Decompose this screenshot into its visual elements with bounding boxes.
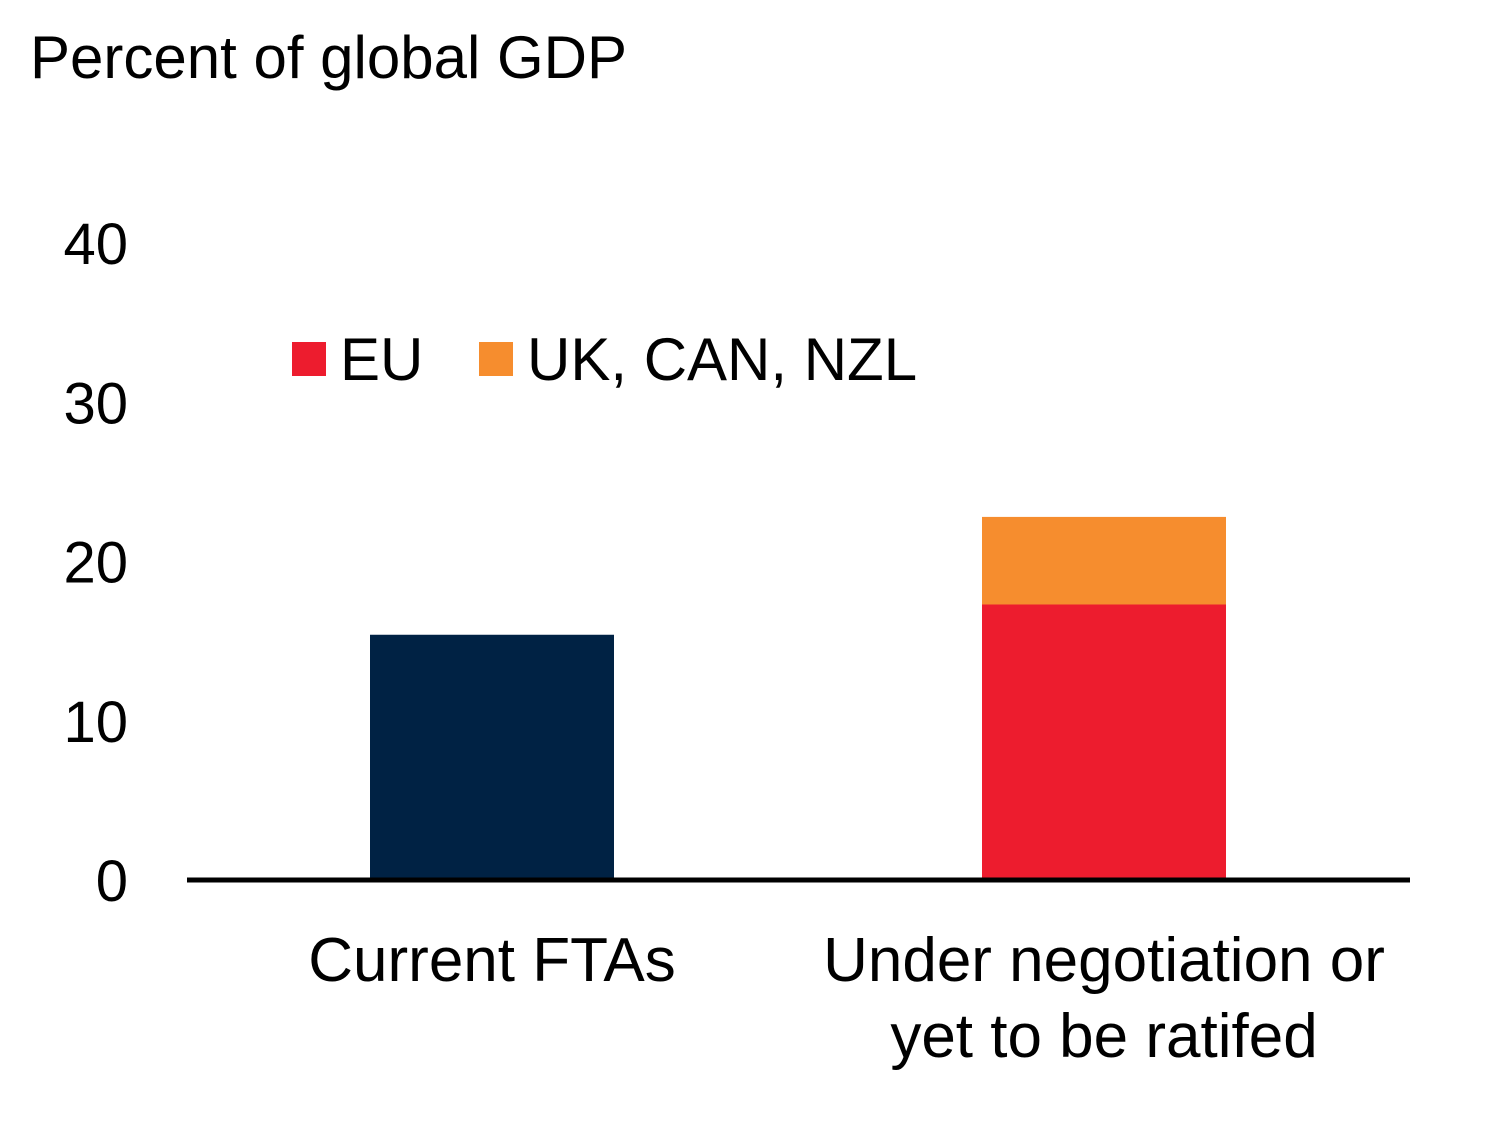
y-tick-label: 30 <box>63 371 128 436</box>
x-category-label: Current FTAs <box>308 926 675 995</box>
bar-segment <box>982 604 1226 880</box>
bars <box>370 516 1226 880</box>
legend-swatch <box>479 342 513 376</box>
y-axis-label: Percent of global GDP <box>30 24 627 91</box>
legend-swatch <box>292 342 326 376</box>
x-category-labels: Current FTAs Under negotiation or yet to b… <box>308 926 1385 1071</box>
x-category-label: yet to be ratifed <box>890 1002 1317 1071</box>
bar-segment <box>982 516 1226 605</box>
y-tick-label: 20 <box>63 531 128 596</box>
y-tick-label: 0 <box>96 849 128 914</box>
y-tick-label: 10 <box>63 690 128 755</box>
legend-label: EU <box>340 326 423 393</box>
legend-label: UK, CAN, NZL <box>527 326 917 393</box>
y-tick-label: 40 <box>63 212 128 277</box>
legend: EU UK, CAN, NZL <box>292 326 917 393</box>
x-category-label: Under negotiation or <box>823 926 1385 995</box>
bar-segment <box>370 634 614 880</box>
y-tick-labels: 0 10 20 30 40 <box>63 212 128 914</box>
